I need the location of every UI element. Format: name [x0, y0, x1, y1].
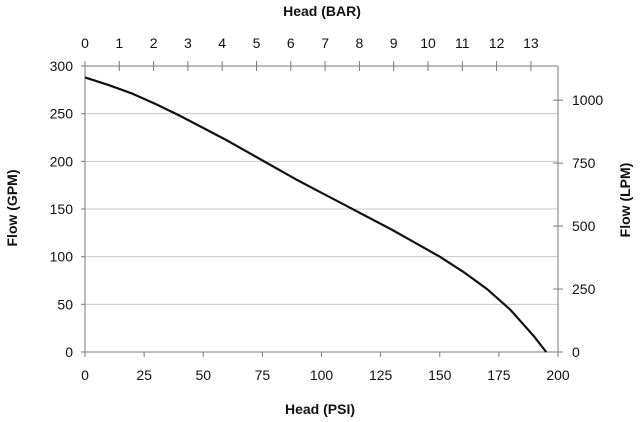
y2-tick-label-750: 750 [572, 155, 596, 171]
y2-tick-label-500: 500 [572, 218, 596, 234]
x-tick-label-175: 175 [487, 367, 511, 383]
x-tick-label-150: 150 [428, 367, 452, 383]
x-tick-label-0: 0 [81, 367, 89, 383]
top-tick-label-1: 1 [115, 35, 123, 51]
x-tick-label-125: 125 [369, 367, 393, 383]
top-tick-label-3: 3 [184, 35, 192, 51]
series [84, 76, 548, 353]
x-axis-title: Head (PSI) [285, 401, 355, 417]
series-line-0 [84, 76, 548, 353]
top-tick-label-5: 5 [253, 35, 261, 51]
y-tick-label-0: 0 [65, 344, 73, 360]
top-tick-label-12: 12 [489, 35, 505, 51]
top-tick-label-6: 6 [287, 35, 295, 51]
top-tick-label-4: 4 [218, 35, 226, 51]
top-tick-label-0: 0 [81, 35, 89, 51]
y-tick-label-200: 200 [50, 153, 74, 169]
y2-tick-label-250: 250 [572, 281, 596, 297]
y2-tick-label-1000: 1000 [572, 92, 603, 108]
y-tick-label-300: 300 [50, 58, 74, 74]
x-tick-label-200: 200 [546, 367, 570, 383]
x-tick-label-75: 75 [255, 367, 271, 383]
top-tick-label-8: 8 [356, 35, 364, 51]
top-tick-label-2: 2 [150, 35, 158, 51]
y-tick-label-250: 250 [50, 106, 74, 122]
y2-tick-label-0: 0 [572, 344, 580, 360]
y-tick-label-50: 50 [57, 296, 73, 312]
y2-axis-title: Flow (LPM) [617, 163, 633, 238]
top-tick-label-7: 7 [321, 35, 329, 51]
x-tick-label-25: 25 [136, 367, 152, 383]
gridlines [85, 65, 558, 305]
top-tick-label-10: 10 [420, 35, 436, 51]
y-axis-title: Flow (GPM) [4, 170, 20, 247]
top-tick-label-13: 13 [523, 35, 539, 51]
y-tick-label-100: 100 [50, 249, 74, 265]
y-tick-label-150: 150 [50, 201, 74, 217]
x-tick-label-50: 50 [195, 367, 211, 383]
top-tick-label-11: 11 [455, 35, 470, 51]
x-tick-label-100: 100 [310, 367, 334, 383]
top-axis-title: Head (BAR) [283, 3, 361, 19]
top-tick-label-9: 9 [390, 35, 398, 51]
